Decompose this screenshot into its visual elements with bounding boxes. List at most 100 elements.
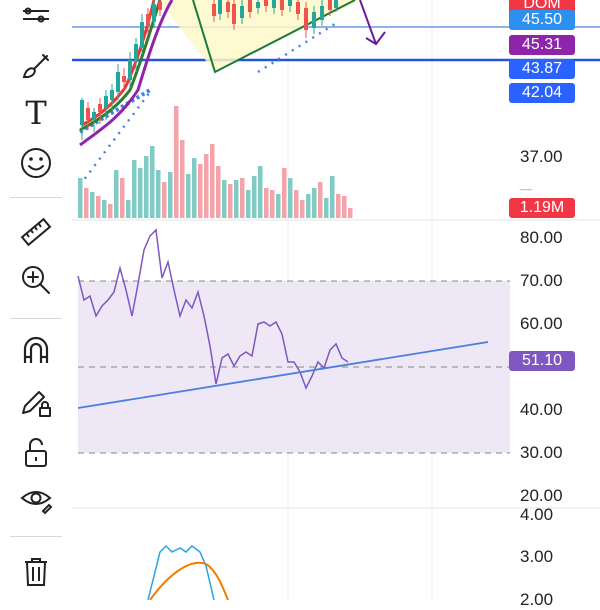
indicator-line-orange — [149, 561, 229, 600]
volume-bar — [156, 170, 161, 218]
candle-body — [288, 0, 292, 6]
volume-bar — [324, 198, 329, 218]
candle-body — [248, 0, 252, 12]
lines-icon — [23, 7, 49, 23]
volume-bar — [258, 166, 263, 218]
magnet-tool-button[interactable] — [12, 328, 60, 372]
volume-bar — [150, 146, 155, 218]
candlesticks — [80, 0, 338, 140]
volume-bar — [120, 178, 125, 218]
dotted-trend-line[interactable] — [79, 91, 151, 186]
candle-body — [272, 0, 276, 8]
projection-arrow[interactable] — [359, 0, 377, 45]
brush-tool-button[interactable] — [12, 44, 60, 88]
lock-drawing-tool-button[interactable] — [12, 380, 60, 424]
rsi-axis-tick: 80.00 — [520, 228, 563, 247]
toolbar-divider — [10, 197, 62, 198]
volume-bar — [126, 200, 131, 218]
candle-body — [304, 8, 308, 30]
drawing-toolbar: T — [0, 0, 72, 600]
candle-body — [116, 72, 120, 92]
volume-bar — [192, 158, 197, 218]
volume-bar — [270, 190, 275, 218]
candle-body — [334, 0, 338, 8]
volume-bar — [222, 180, 227, 218]
indicator-axis-tick: 2.00 — [520, 590, 554, 609]
volume-bar — [264, 188, 269, 218]
candle-body — [80, 100, 84, 125]
volume-bar — [186, 174, 191, 218]
text-tool-button[interactable]: T — [12, 91, 60, 135]
candle-body — [240, 6, 244, 18]
lines-tool-button[interactable] — [12, 0, 60, 44]
volume-tag: 1.19M — [509, 198, 575, 218]
volume-bar — [84, 188, 89, 218]
toolbar-divider — [10, 536, 62, 537]
candle-body — [158, 2, 162, 10]
price-tag-45-31: 45.31 — [509, 35, 575, 55]
candle-body — [104, 96, 108, 108]
candle-body — [146, 14, 150, 26]
price-tag-42-04: 42.04 — [509, 83, 575, 103]
emoji-icon — [21, 148, 51, 178]
candle-body — [110, 90, 114, 100]
toolbar-divider — [10, 318, 62, 319]
volume-bar — [216, 166, 221, 218]
indicator-axis-tick: 3.00 — [520, 547, 554, 566]
candle-body — [320, 6, 324, 20]
candle-body — [122, 76, 126, 82]
volume-bar — [330, 176, 335, 218]
hide-tool-button[interactable] — [12, 478, 60, 522]
triangle-pattern[interactable] — [192, 0, 356, 74]
zoom-in-icon — [22, 266, 50, 294]
candle-body — [140, 22, 144, 48]
eye-icon — [20, 491, 53, 515]
moving-average-red — [81, 0, 156, 127]
volume-bar — [342, 196, 347, 218]
volume-bar — [288, 178, 293, 218]
ruler-icon — [20, 217, 52, 247]
price-tag-43-87: 43.87 — [509, 59, 575, 79]
volume-bar — [78, 178, 83, 218]
volume-bar — [306, 194, 311, 218]
volume-bar — [114, 170, 119, 218]
rsi-trend-line[interactable] — [77, 341, 489, 409]
candle-body — [128, 60, 132, 80]
volume-bar — [234, 180, 239, 218]
candle-body — [212, 4, 216, 16]
magnet-icon — [23, 336, 49, 363]
volume-bar — [204, 154, 209, 218]
candle-body — [98, 104, 102, 112]
unlock-icon — [25, 438, 47, 467]
ruler-tool-button[interactable] — [12, 210, 60, 254]
rsi-axis-tick: 30.00 — [520, 443, 563, 462]
volume-bar — [294, 190, 299, 218]
moving-average-purple — [79, 0, 174, 147]
rsi-value-tag: 51.10 — [509, 351, 575, 371]
candle-body — [312, 12, 316, 28]
volume-bar — [102, 200, 107, 218]
moving-average-green — [79, 0, 162, 132]
text-icon: T — [25, 94, 47, 132]
volume-bar — [108, 204, 113, 218]
chart-canvas[interactable] — [72, 0, 600, 600]
price-tag-45-50: 45.50 — [509, 10, 575, 30]
indicator-line-blue — [147, 544, 215, 600]
candle-body — [218, 0, 222, 14]
volume-bar — [246, 190, 251, 218]
rsi-axis-tick: 40.00 — [520, 400, 563, 419]
zoom-in-tool-button[interactable] — [12, 258, 60, 302]
emoji-tool-button[interactable] — [12, 141, 60, 185]
unlock-tool-button[interactable] — [12, 430, 60, 474]
price-axis-tick: 37.00 — [520, 147, 563, 166]
brush-icon — [22, 54, 49, 78]
rsi-axis-tick: 60.00 — [520, 314, 563, 333]
indicator-axis-tick: 4.00 — [520, 505, 554, 524]
volume-bar — [198, 164, 203, 218]
volume-bar — [168, 172, 173, 218]
volume-bar — [252, 176, 257, 218]
lock-pencil-icon — [22, 391, 51, 417]
projection-arrow-head — [365, 31, 386, 46]
volume-bars — [78, 106, 353, 218]
remove-tool-button[interactable] — [12, 549, 60, 593]
